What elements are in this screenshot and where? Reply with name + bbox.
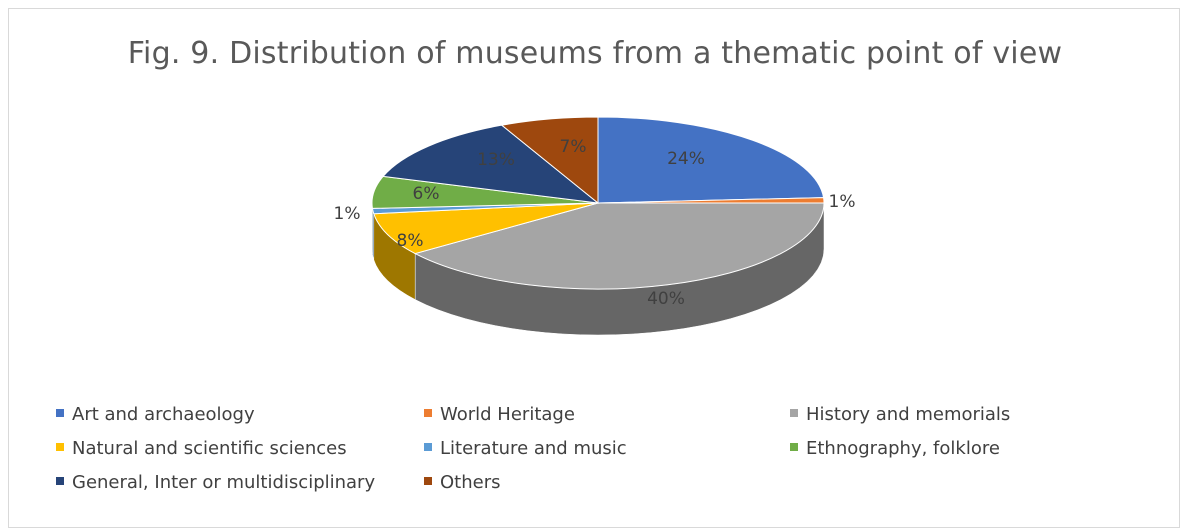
pie-chart: 24% 1% 40% 8% 1% 6% 13% 7% [0,0,1190,513]
legend-item-natural-and-scientific-sciences: Natural and scientific sciences [56,438,347,459]
data-label-general-inter-or-multidisciplinary: 13% [477,150,515,170]
legend-item-others: Others [424,472,501,493]
legend-item-art-and-archaeology: Art and archaeology [56,404,255,425]
legend-swatch [424,443,432,451]
legend-label: Others [440,472,501,493]
legend-label: History and memorials [806,404,1010,425]
slice-art-and-archaeology [598,117,824,203]
data-label-world-heritage: 1% [829,192,856,212]
data-label-literature-and-music: 1% [334,204,361,224]
legend-swatch [56,477,64,485]
legend-swatch [790,443,798,451]
legend-label: Literature and music [440,438,627,459]
legend-item-literature-and-music: Literature and music [424,438,627,459]
data-label-ethnography-folklore: 6% [413,184,440,204]
data-label-art-and-archaeology: 24% [667,149,705,169]
legend-swatch [56,443,64,451]
legend-swatch [424,477,432,485]
legend-swatch [790,409,798,417]
data-label-history-and-memorials: 40% [647,289,685,309]
data-label-natural-and-scientific-sciences: 8% [397,231,424,251]
legend-swatch [424,409,432,417]
legend-label: General, Inter or multidisciplinary [72,472,375,493]
legend-swatch [56,409,64,417]
legend-item-general-inter-or-multidisciplinary: General, Inter or multidisciplinary [56,472,375,493]
legend-label: World Heritage [440,404,575,425]
legend-label: Ethnography, folklore [806,438,1000,459]
legend-label: Art and archaeology [72,404,255,425]
legend-item-ethnography-folklore: Ethnography, folklore [790,438,1000,459]
legend-item-history-and-memorials: History and memorials [790,404,1010,425]
legend-label: Natural and scientific sciences [72,438,347,459]
legend-item-world-heritage: World Heritage [424,404,575,425]
data-label-others: 7% [560,137,587,157]
